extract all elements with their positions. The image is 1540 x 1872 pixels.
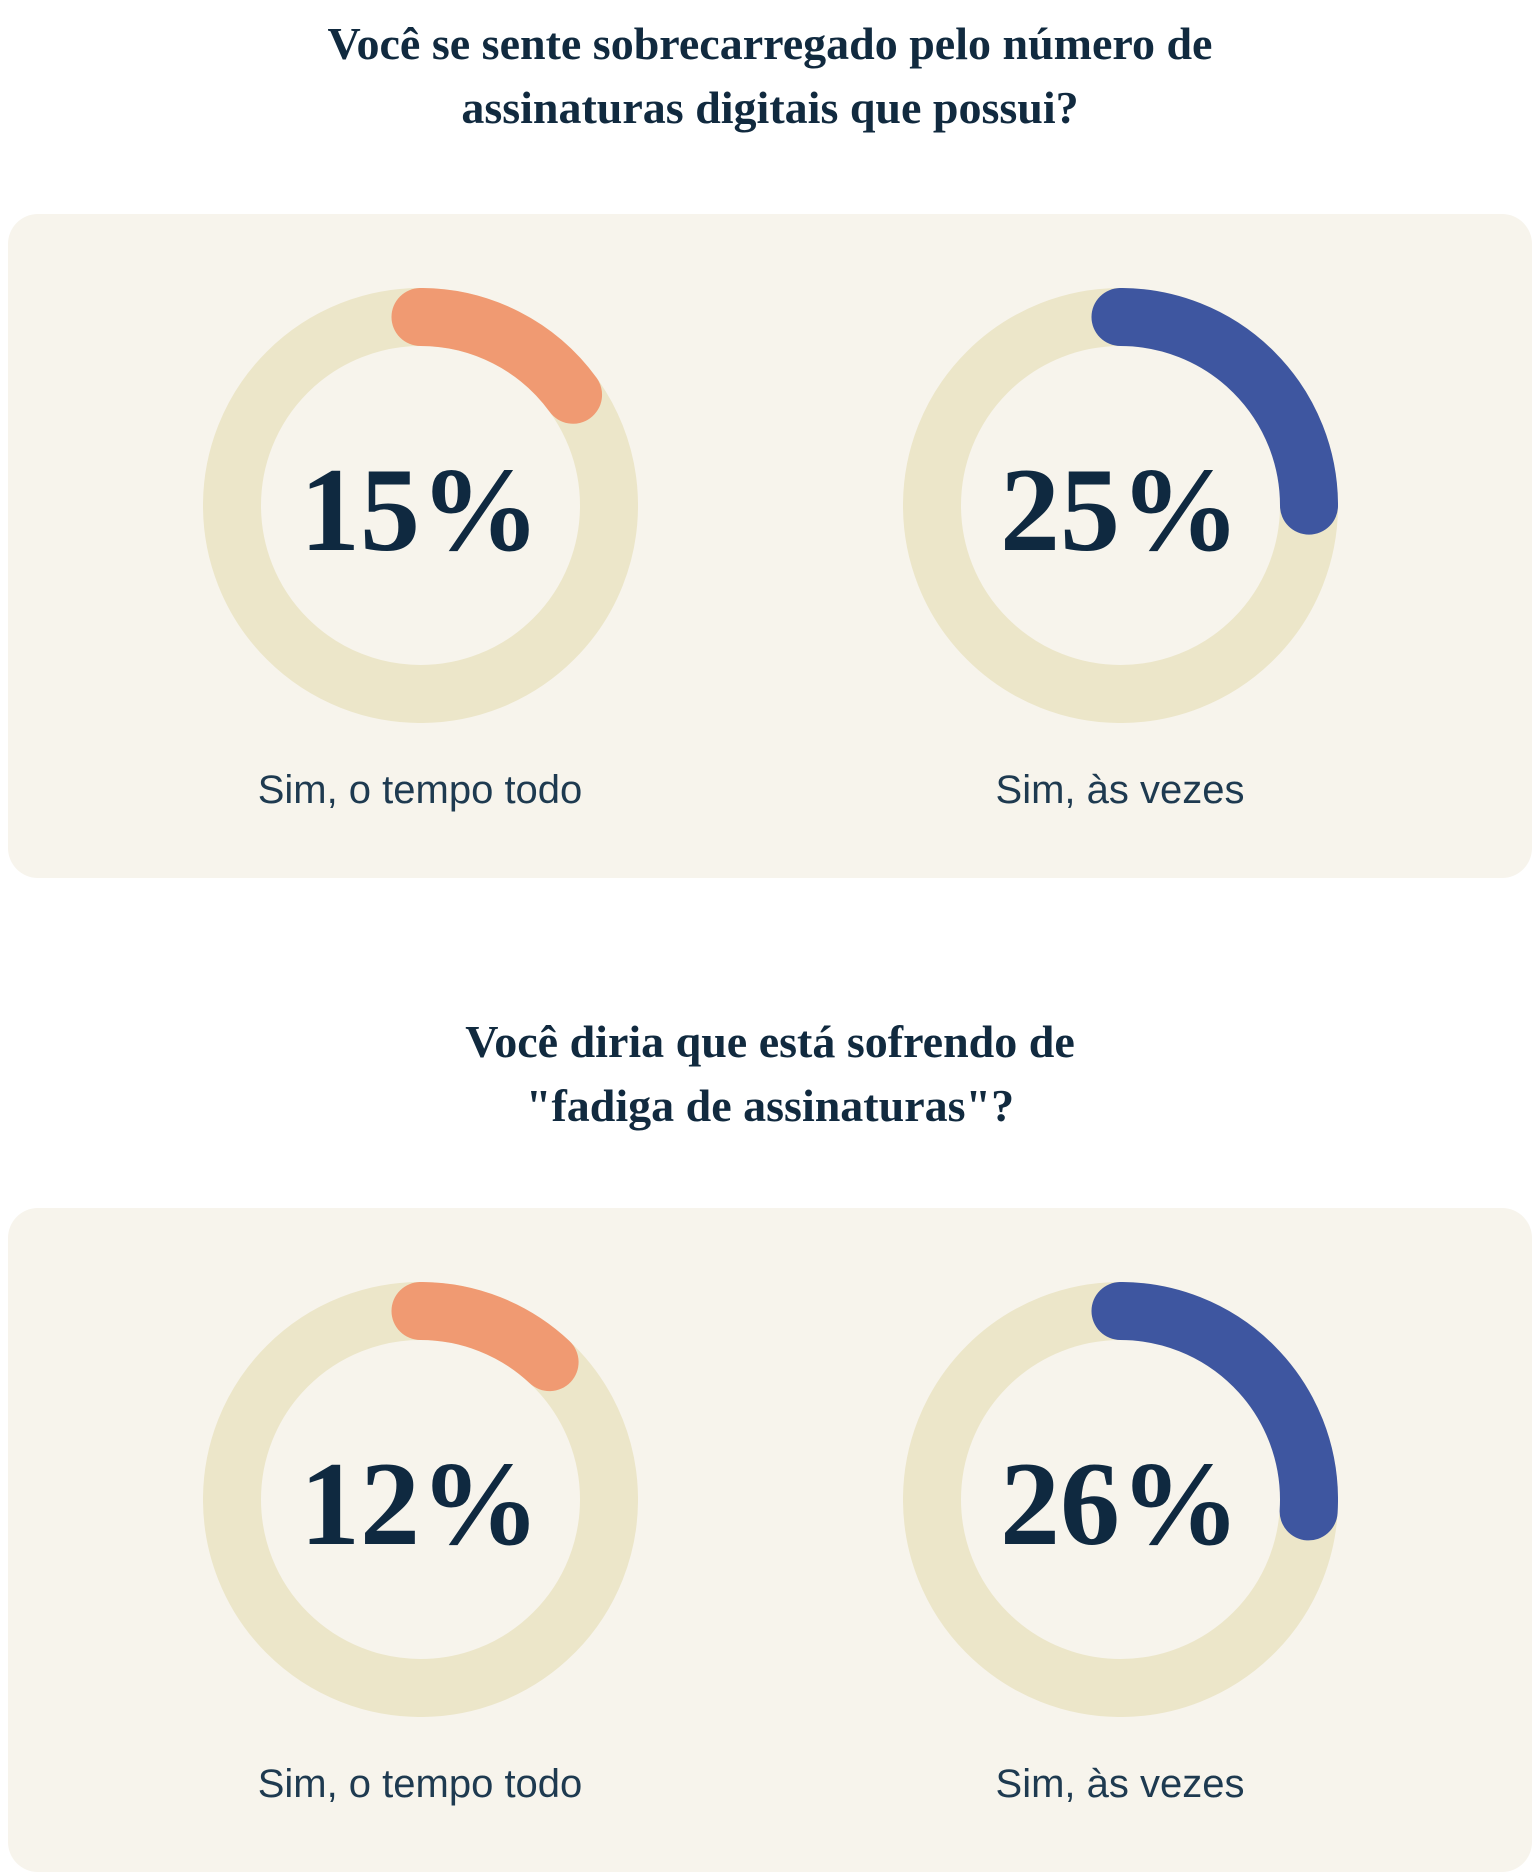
section-title-line: assinaturas digitais que possui? [461,82,1079,133]
section-title-line: Você se sente sobrecarregado pelo número… [327,18,1213,69]
percent-value: 25% [1000,442,1240,576]
answer-label: Sim, às vezes [995,768,1245,812]
percent-value: 26% [1000,1436,1240,1570]
section-title: Você diria que está sofrendo de "fadiga … [0,1010,1540,1138]
donut-ring: 12% [202,1282,638,1717]
donut-chart-always: 12% Sim, o tempo todo [202,1208,638,1872]
donut-arc [902,288,1338,723]
donut-ring: 26% [902,1282,1338,1717]
section-title: Você se sente sobrecarregado pelo número… [0,0,1540,140]
donut-ring: 25% [902,288,1338,723]
percent-value: 12% [300,1436,540,1570]
answer-label: Sim, o tempo todo [257,1762,583,1806]
donut-arc [202,1282,638,1717]
donut-chart-sometimes: 26% Sim, às vezes [902,1208,1338,1872]
answer-label: Sim, o tempo todo [257,768,583,812]
donut-chart-sometimes: 25% Sim, às vezes [902,214,1338,878]
donut-chart-always: 15% Sim, o tempo todo [202,214,638,878]
section-title-line: Você diria que está sofrendo de [465,1016,1075,1067]
donut-arc [902,1282,1338,1717]
survey-section-overwhelmed: Você se sente sobrecarregado pelo número… [0,0,1540,878]
percent-value: 15% [300,442,540,576]
survey-section-fatigue: Você diria que está sofrendo de "fadiga … [0,1010,1540,1872]
results-card: 12% Sim, o tempo todo 26% Sim, às vezes [8,1208,1532,1872]
donut-ring: 15% [202,288,638,723]
section-title-line: "fadiga de assinaturas"? [525,1080,1015,1131]
donut-arc [202,288,638,723]
answer-label: Sim, às vezes [995,1762,1245,1806]
results-card: 15% Sim, o tempo todo 25% Sim, às vezes [8,214,1532,878]
